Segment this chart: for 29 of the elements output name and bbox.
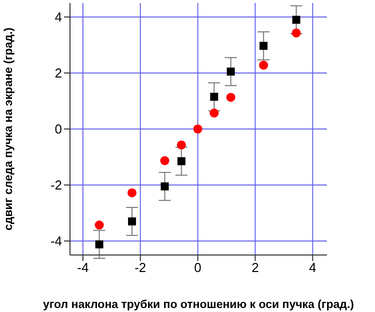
point bbox=[177, 157, 186, 166]
point bbox=[259, 60, 268, 70]
x-axis-title: угол наклона трубки по отношению к оси пучка (град.) bbox=[43, 299, 354, 311]
y-tick-label: 4 bbox=[54, 10, 62, 25]
y-axis-title: сдвиг следа пучка на экране (град.) bbox=[3, 27, 16, 230]
point bbox=[226, 92, 236, 102]
y-tick-label: 0 bbox=[54, 122, 62, 137]
y-tick-label: 2 bbox=[54, 66, 62, 81]
x-tick-label: -2 bbox=[134, 260, 146, 276]
x-tick-label: 0 bbox=[194, 260, 202, 276]
point bbox=[292, 16, 300, 24]
point bbox=[292, 28, 301, 38]
point bbox=[210, 108, 219, 118]
point bbox=[176, 140, 186, 150]
x-tick-label: 2 bbox=[252, 260, 259, 276]
point bbox=[160, 182, 169, 190]
point bbox=[95, 240, 104, 248]
y-tick-label: -2 bbox=[50, 178, 62, 193]
y-tick-label: -4 bbox=[50, 234, 62, 249]
point bbox=[128, 217, 136, 226]
point bbox=[94, 220, 104, 230]
x-tick-label: 4 bbox=[309, 260, 316, 276]
x-tick-label: -4 bbox=[77, 260, 89, 276]
point bbox=[226, 68, 235, 76]
point bbox=[260, 42, 268, 50]
point bbox=[193, 124, 202, 134]
point bbox=[210, 92, 218, 101]
point bbox=[128, 188, 137, 198]
point bbox=[160, 156, 170, 166]
